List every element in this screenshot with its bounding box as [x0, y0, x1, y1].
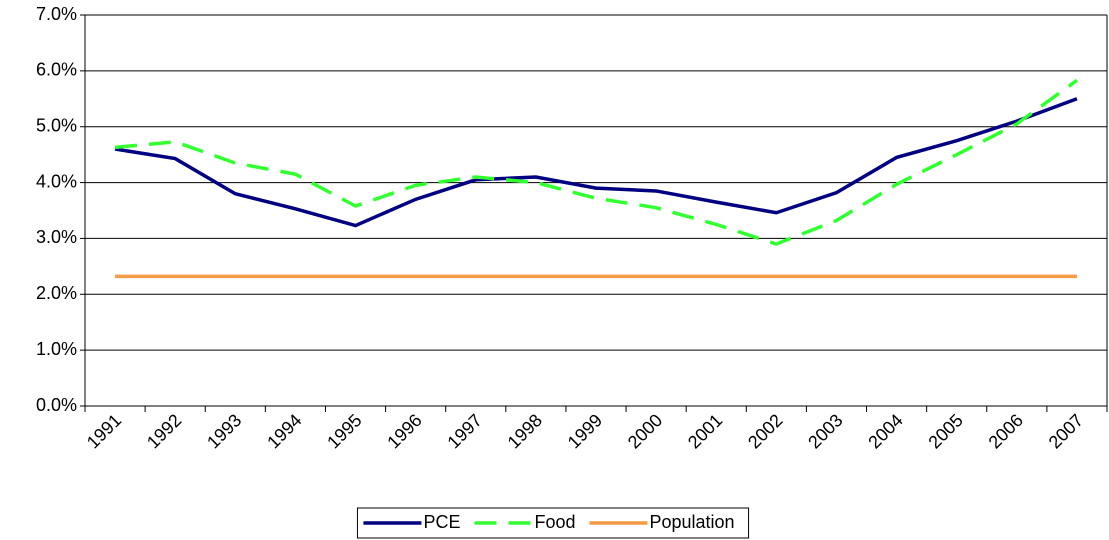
- legend-label: PCE: [423, 512, 460, 532]
- x-tick-label: 1999: [564, 410, 606, 452]
- x-tick-label: 1996: [383, 410, 425, 452]
- x-tick-label: 1998: [504, 410, 546, 452]
- x-tick-label: 1994: [263, 410, 305, 452]
- x-tick-label: 2003: [804, 410, 846, 452]
- y-tick-label: 0.0%: [36, 395, 77, 415]
- x-tick-label: 2006: [985, 410, 1027, 452]
- y-tick-label: 7.0%: [36, 4, 77, 24]
- x-tick-label: 1993: [203, 410, 245, 452]
- y-tick-label: 1.0%: [36, 339, 77, 359]
- legend-label: Food: [534, 512, 575, 532]
- x-tick-label: 2005: [924, 410, 966, 452]
- series-line: [114, 78, 1078, 246]
- series-line: [114, 97, 1078, 228]
- legend-box: [356, 507, 750, 539]
- x-tick-label: 2007: [1045, 410, 1087, 452]
- y-tick-label: 5.0%: [36, 115, 77, 135]
- x-tick-label: 2002: [744, 410, 786, 452]
- x-tick-label: 2001: [684, 410, 726, 452]
- y-tick-label: 2.0%: [36, 283, 77, 303]
- x-tick-label: 1991: [83, 410, 125, 452]
- x-tick-label: 1995: [323, 410, 365, 452]
- x-tick-label: 2000: [624, 410, 666, 452]
- y-tick-label: 4.0%: [36, 171, 77, 191]
- y-tick-label: 6.0%: [36, 60, 77, 80]
- legend: PCE Food Population: [356, 507, 750, 539]
- x-tick-label: 1997: [443, 410, 485, 452]
- x-tick-label: 2004: [864, 410, 906, 452]
- legend-label: Population: [649, 512, 734, 532]
- y-tick-label: 3.0%: [36, 227, 77, 247]
- x-tick-label: 1992: [143, 410, 185, 452]
